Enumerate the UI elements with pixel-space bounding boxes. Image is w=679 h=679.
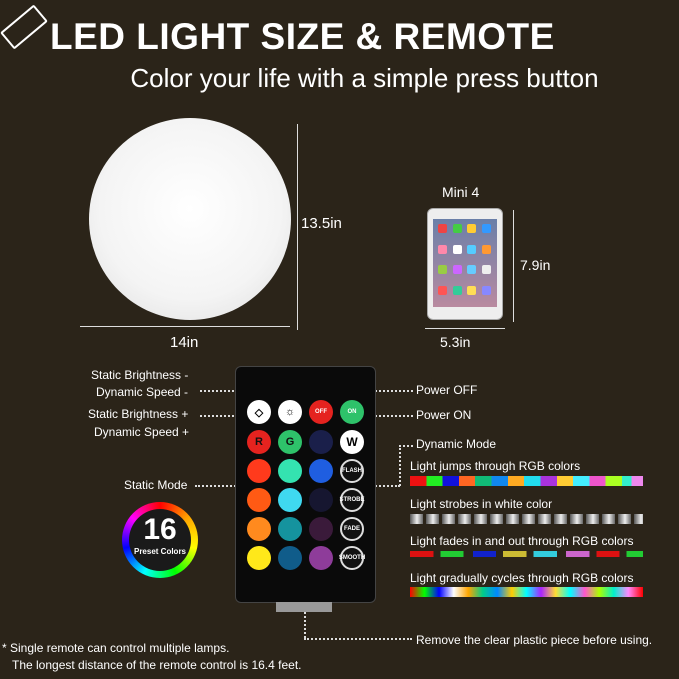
fade-button[interactable]: FADE [340, 517, 364, 541]
color-button[interactable] [309, 430, 333, 454]
smooth-button[interactable]: SMOOTH [339, 546, 365, 570]
app-icon [438, 285, 447, 295]
height-dimension-line [297, 124, 298, 330]
red-button[interactable]: R [247, 430, 271, 454]
color-button[interactable] [247, 546, 271, 570]
label-speed-minus: Dynamic Speed - [96, 385, 189, 399]
label-speed-plus: Dynamic Speed + [94, 425, 190, 439]
app-icon [452, 244, 462, 254]
label-power-on: Power ON [416, 408, 472, 422]
color-button[interactable] [278, 546, 302, 570]
app-icon [452, 285, 462, 295]
app-icon [438, 244, 447, 254]
page-title: LED LIGHT SIZE & REMOTE [50, 16, 555, 57]
w-button[interactable]: W [340, 430, 364, 454]
preset-count: 16 [143, 513, 177, 546]
mode-fade-text: Light fades in and out through RGB color… [410, 534, 634, 548]
app-icon [481, 265, 491, 274]
leader-line [399, 445, 401, 486]
fade-strip [410, 551, 643, 557]
color-button[interactable] [278, 459, 302, 483]
leader-line [360, 485, 400, 487]
led-ball-image [89, 118, 291, 320]
leader-line [304, 612, 306, 638]
color-button[interactable] [278, 517, 302, 541]
color-button[interactable] [309, 517, 333, 541]
leader-line [362, 415, 413, 417]
tablet-height: 7.9in [520, 257, 551, 273]
leader-line [304, 638, 412, 640]
preset-label: Preset Colors [133, 547, 187, 556]
color-button[interactable] [247, 488, 271, 512]
color-button[interactable] [309, 488, 333, 512]
ruler-icon [0, 4, 48, 50]
app-icon [467, 224, 476, 233]
leader-line [195, 485, 255, 487]
note-1: * Single remote can control multiple lam… [2, 641, 230, 655]
power-off-button[interactable]: OFF [309, 400, 333, 424]
tablet-height-line [513, 210, 514, 322]
color-button[interactable] [309, 459, 333, 483]
mode-smooth-text: Light gradually cycles through RGB color… [410, 571, 634, 585]
tablet-width-line [425, 328, 505, 329]
app-icon [452, 224, 462, 233]
app-icon [438, 224, 447, 233]
ball-height: 13.5in [301, 215, 342, 232]
app-icon [481, 244, 491, 254]
mode-strobe-text: Light strobes in white color [410, 497, 553, 511]
green-button[interactable]: G [278, 430, 302, 454]
label-static-mode: Static Mode [124, 478, 188, 492]
ball-width: 14in [170, 334, 199, 351]
label-brightness-minus: Static Brightness - [91, 368, 189, 382]
strobe-button[interactable]: STROBE [340, 488, 365, 512]
flash-color-strip [410, 476, 643, 486]
label-power-off: Power OFF [416, 383, 478, 397]
color-button[interactable] [247, 459, 271, 483]
app-icon [467, 265, 476, 274]
plastic-tab [276, 602, 332, 612]
color-button[interactable] [247, 517, 271, 541]
label-dynamic-mode: Dynamic Mode [416, 437, 497, 451]
leader-line [200, 415, 246, 417]
flash-button[interactable]: FLASH [340, 459, 364, 483]
smooth-strip [410, 587, 643, 597]
brightness-up-button[interactable]: ☼ [278, 400, 302, 424]
app-icon [467, 285, 476, 295]
remove-piece-text: Remove the clear plastic piece before us… [416, 633, 653, 647]
label-brightness-plus: Static Brightness + [88, 407, 189, 421]
subtitle: Color your life with a simple press butt… [130, 63, 599, 93]
app-icon [481, 285, 491, 295]
app-icon [467, 244, 476, 254]
app-icon [438, 265, 447, 274]
mode-flash-text: Light jumps through RGB colors [410, 459, 581, 473]
strobe-strip [410, 514, 643, 524]
note-2: The longest distance of the remote contr… [12, 658, 302, 672]
color-button[interactable] [278, 488, 302, 512]
app-icon [481, 224, 491, 233]
tablet-width: 5.3in [440, 334, 471, 350]
tablet-name: Mini 4 [442, 184, 480, 200]
preset-colors-badge: 16 Preset Colors [122, 502, 198, 578]
width-dimension-line [80, 326, 290, 327]
tablet-image [427, 208, 503, 320]
remote-control: ◇ ☼ OFF ON R G W FLASH STROBE FADE SMOOTH [235, 366, 376, 603]
leader-line [399, 445, 413, 447]
power-on-button[interactable]: ON [340, 400, 364, 424]
app-icon [452, 265, 462, 274]
brightness-down-button[interactable]: ◇ [247, 400, 271, 424]
color-button[interactable] [309, 546, 333, 570]
